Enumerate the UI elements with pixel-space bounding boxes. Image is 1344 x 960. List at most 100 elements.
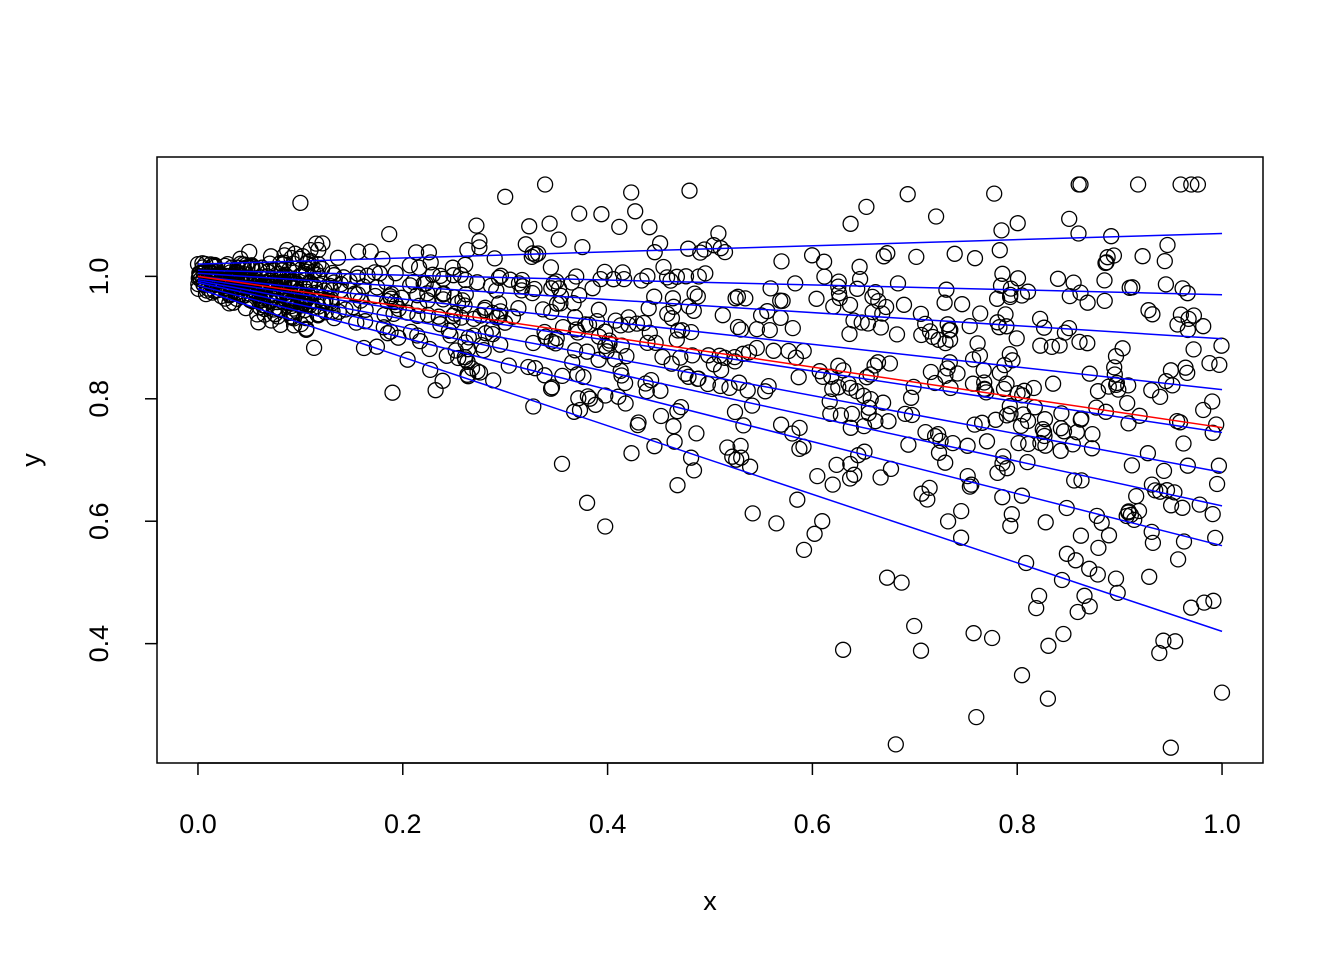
data-point: [922, 363, 940, 381]
data-point: [842, 379, 859, 397]
data-point: [846, 466, 863, 483]
data-point: [991, 242, 1008, 259]
data-point: [663, 355, 680, 372]
data-point: [1204, 393, 1221, 410]
quantile-line: [197, 269, 1223, 296]
data-point: [815, 253, 833, 270]
mean-line-path: [197, 275, 1223, 429]
data-point: [545, 275, 562, 292]
data-point: [568, 268, 585, 285]
data-point: [841, 325, 858, 343]
data-point: [998, 407, 1016, 424]
data-point: [1064, 436, 1081, 453]
data-point: [568, 321, 585, 338]
data-point: [402, 277, 419, 294]
data-point: [867, 413, 884, 430]
x-tick-label: 0.8: [998, 809, 1036, 839]
data-point: [1141, 568, 1158, 585]
data-point: [858, 369, 875, 386]
data-point: [1151, 388, 1169, 406]
data-point: [1183, 176, 1200, 193]
data-point: [513, 282, 530, 299]
data-point: [1070, 176, 1087, 193]
data-point: [973, 414, 991, 431]
data-point: [291, 250, 308, 268]
data-point: [716, 243, 734, 261]
quantile-line: [197, 272, 1223, 340]
data-point: [262, 248, 280, 265]
data-point: [995, 380, 1013, 398]
data-point: [874, 394, 892, 411]
data-point: [298, 321, 315, 338]
data-point: [597, 518, 614, 535]
data-point: [1208, 475, 1226, 493]
data-point: [1090, 539, 1107, 557]
quantile-line: [197, 275, 1223, 391]
data-point: [937, 454, 954, 471]
data-point: [378, 292, 396, 310]
data-point: [832, 407, 850, 424]
data-point: [1081, 560, 1098, 577]
y-axis: 0.4 0.6 0.8 1.0: [84, 258, 158, 662]
data-point: [410, 259, 428, 276]
data-point: [313, 260, 331, 278]
data-point: [1010, 434, 1027, 452]
data-point: [510, 275, 528, 292]
data-point: [1119, 394, 1136, 412]
data-point: [1162, 739, 1179, 756]
data-point: [492, 267, 510, 284]
data-point: [584, 280, 601, 297]
quantile-line: [197, 281, 1223, 507]
data-point: [526, 280, 543, 298]
data-point: [1055, 625, 1072, 643]
data-point: [719, 439, 736, 456]
data-point: [1079, 294, 1096, 311]
data-point: [965, 625, 982, 642]
data-point: [581, 390, 599, 407]
data-point: [791, 440, 808, 458]
data-point: [457, 271, 474, 289]
data-point: [961, 317, 978, 335]
data-point: [1061, 287, 1078, 305]
data-point: [842, 419, 859, 436]
data-point: [1036, 427, 1053, 445]
data-point: [435, 291, 452, 308]
data-point: [355, 339, 373, 357]
data-point: [740, 344, 758, 361]
data-point: [420, 244, 438, 261]
data-point: [640, 300, 657, 317]
data-point: [768, 515, 785, 532]
data-point: [638, 382, 655, 400]
data-point: [1106, 359, 1123, 376]
data-point: [972, 305, 989, 322]
data-point: [1055, 423, 1073, 440]
data-point: [961, 478, 979, 495]
data-point: [912, 642, 930, 659]
data-point: [1089, 383, 1107, 400]
data-point: [669, 477, 686, 494]
data-point: [541, 215, 558, 232]
x-tick-label: 0.2: [384, 809, 422, 839]
data-point: [1009, 270, 1027, 287]
data-point: [677, 268, 695, 285]
data-point: [772, 309, 789, 327]
data-point: [658, 269, 676, 286]
data-point: [618, 347, 635, 365]
data-point: [384, 384, 401, 401]
data-point: [1179, 321, 1197, 339]
data-point: [548, 330, 565, 347]
data-point: [841, 470, 859, 487]
data-point: [757, 383, 774, 400]
data-point: [930, 444, 948, 461]
data-point: [521, 218, 538, 235]
data-point: [1107, 570, 1125, 587]
data-point: [213, 287, 230, 305]
data-point: [1143, 382, 1160, 399]
data-point: [627, 203, 644, 220]
data-point: [419, 285, 436, 302]
data-point: [689, 288, 706, 305]
data-point: [307, 261, 324, 279]
data-point: [261, 255, 278, 272]
data-point: [285, 317, 303, 334]
